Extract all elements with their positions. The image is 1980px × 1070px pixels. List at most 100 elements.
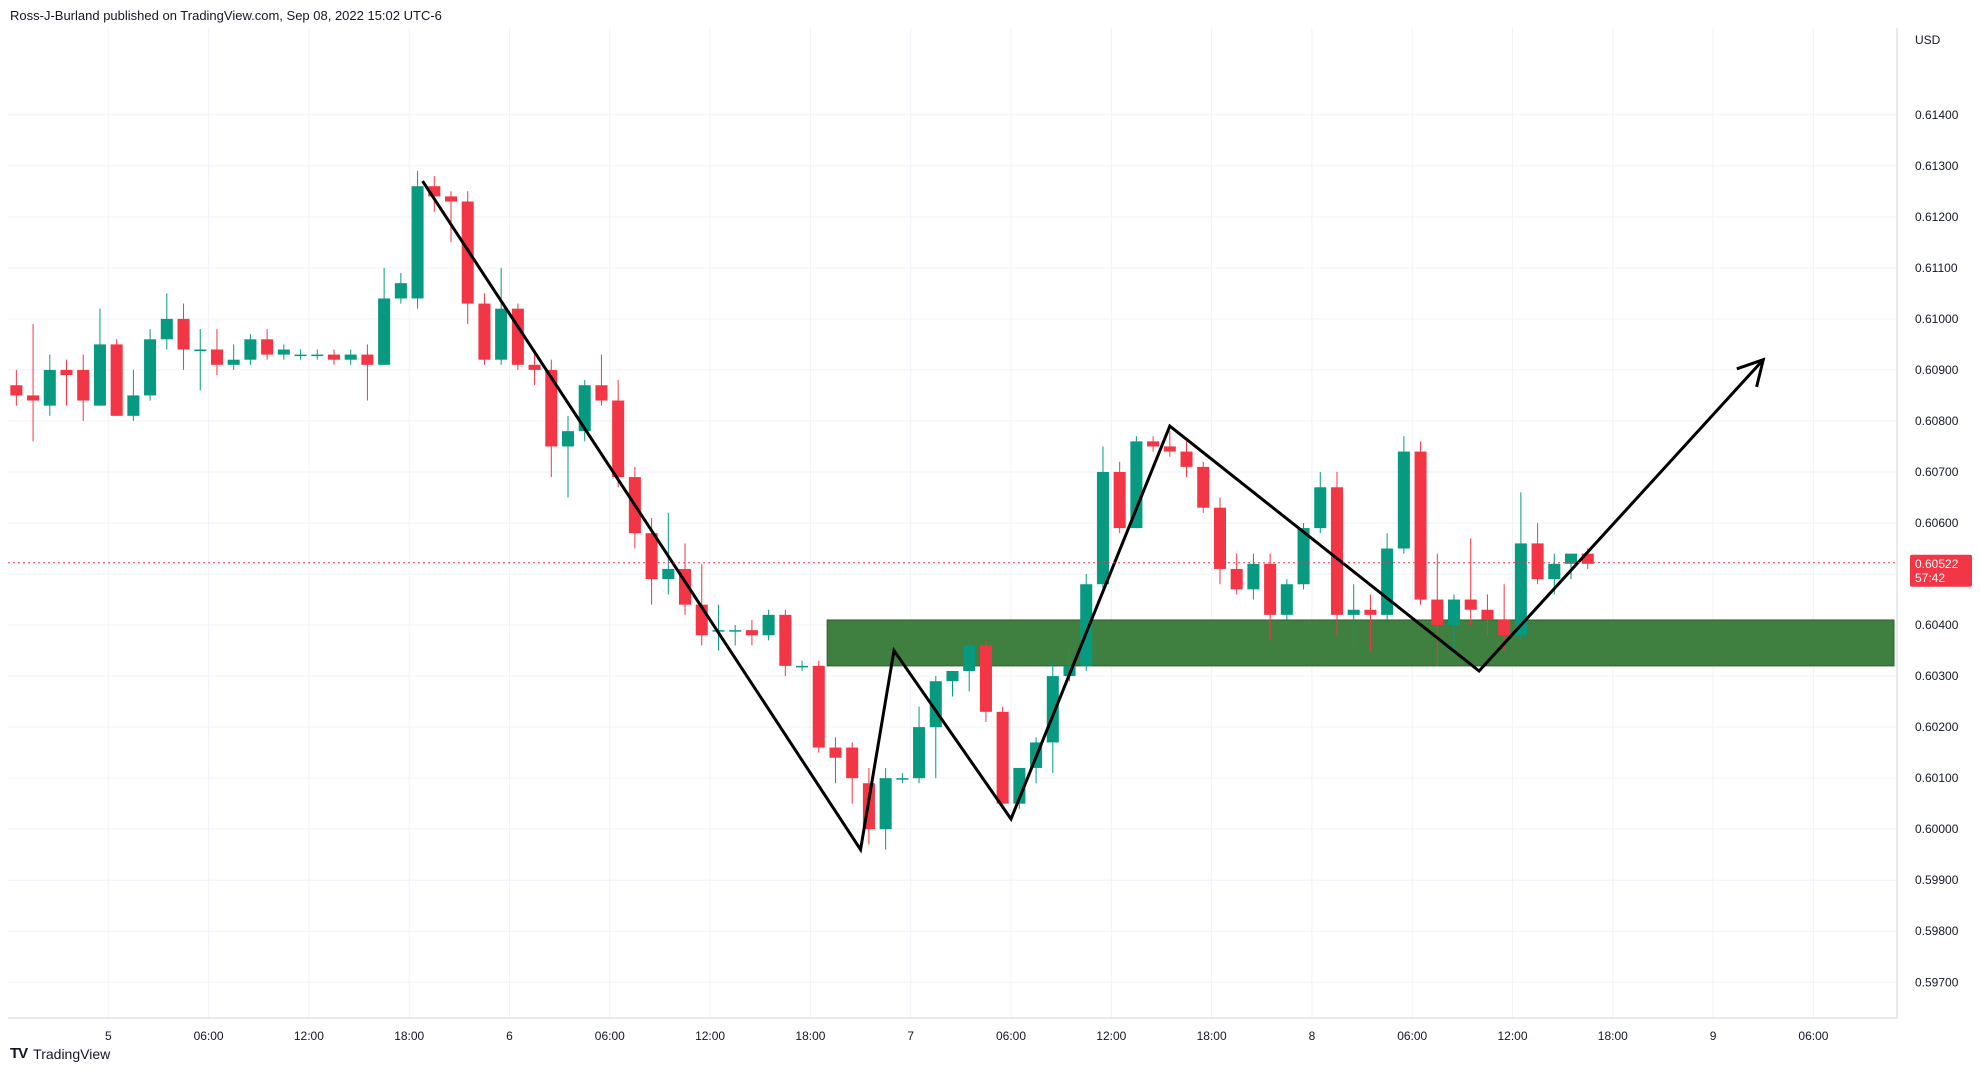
candle	[394, 272, 407, 304]
candle-body	[1096, 471, 1109, 585]
candle	[946, 670, 959, 697]
candle-body	[946, 670, 959, 682]
x-tick-label: 06:00	[1397, 1029, 1427, 1043]
support-zone-layer	[826, 619, 1895, 667]
candle-body	[1514, 543, 1527, 636]
candle	[1481, 594, 1494, 636]
tradingview-logo[interactable]: TV TradingView	[10, 1045, 110, 1062]
y-tick-label: 0.61200	[1915, 210, 1959, 224]
candle-body	[1247, 563, 1260, 590]
y-tick-label: 0.60000	[1915, 822, 1959, 836]
candle-body	[796, 665, 809, 668]
candle-body	[913, 727, 926, 779]
candle-body	[227, 359, 240, 365]
candle	[1180, 441, 1193, 478]
candle-body	[1565, 553, 1578, 564]
candle	[1197, 461, 1210, 513]
candle-body	[1414, 451, 1427, 600]
candle-body	[729, 630, 742, 632]
candle	[1264, 553, 1277, 641]
candle-body	[963, 645, 976, 671]
candle	[1163, 431, 1176, 457]
candle-body	[762, 614, 775, 636]
current-price-badge: 0.60522 57:42	[1910, 554, 1972, 587]
tradingview-logo-text: TradingView	[33, 1045, 111, 1062]
candle-body	[428, 186, 441, 197]
candle-body	[311, 354, 324, 357]
x-tick-label: 9	[1710, 1029, 1717, 1043]
candle	[144, 329, 157, 401]
candle-body	[745, 630, 758, 636]
x-tick-label: 06:00	[996, 1029, 1026, 1043]
candle-body	[879, 778, 892, 830]
candle-body	[1280, 584, 1293, 615]
candle	[1230, 553, 1243, 595]
candle-body	[1213, 507, 1226, 569]
arrow-head	[1736, 357, 1766, 388]
x-tick-label: 06:00	[595, 1029, 625, 1043]
candle	[762, 609, 775, 641]
candle	[110, 339, 123, 416]
candle-body	[829, 747, 842, 758]
candle-body	[1581, 553, 1594, 564]
candle	[528, 354, 541, 386]
y-tick-label: 0.61000	[1915, 312, 1959, 326]
candle	[378, 267, 391, 365]
candle	[1431, 553, 1444, 666]
candle	[1565, 553, 1578, 580]
candle	[1330, 471, 1344, 636]
candle-body	[93, 344, 106, 406]
candle	[127, 369, 140, 421]
candle	[311, 349, 324, 360]
candle-body	[294, 354, 307, 357]
candle-body	[545, 369, 558, 447]
time-axis[interactable]: 5 06:00 12:00 18:00 6 06:00 12:00 18:00 7 06:00 12…	[105, 1029, 1829, 1043]
candle	[896, 773, 909, 784]
candle	[294, 349, 307, 360]
candle	[177, 303, 190, 370]
candle	[1531, 523, 1544, 585]
candle	[43, 354, 56, 416]
y-tick-label: 0.59800	[1915, 924, 1959, 938]
candle	[1147, 436, 1160, 452]
candle	[261, 329, 274, 360]
candle	[1113, 461, 1126, 534]
candle	[160, 293, 173, 350]
candle-body	[1314, 487, 1327, 529]
candle	[812, 660, 825, 753]
candle	[93, 308, 106, 406]
candle	[879, 767, 892, 850]
candle-body	[394, 283, 407, 299]
candle-body	[1347, 609, 1360, 615]
pattern-zigzag-line	[421, 180, 1765, 854]
candle-body	[1080, 584, 1093, 666]
y-tick-label: 0.60100	[1915, 771, 1959, 785]
candle	[829, 737, 842, 784]
candle-body	[60, 369, 73, 376]
price-axis[interactable]: USD 0.61400 0.61300 0.61200 0.61100 0.61000 0…	[1915, 33, 1959, 989]
countdown-label: 57:42	[1915, 571, 1945, 585]
y-tick-label: 0.60600	[1915, 516, 1959, 530]
candle-body	[1330, 487, 1344, 615]
candle	[745, 619, 758, 646]
candle-body	[896, 778, 909, 780]
support-zone	[826, 619, 1895, 667]
candle-body	[210, 349, 223, 365]
y-tick-label: 0.60200	[1915, 720, 1959, 734]
pattern-drawing	[421, 180, 1766, 854]
candle-body	[244, 339, 257, 360]
candle-body	[662, 568, 675, 580]
candle-body	[1147, 441, 1160, 447]
candle	[1314, 471, 1327, 534]
candle-body	[1447, 599, 1461, 626]
currency-label: USD	[1915, 33, 1941, 47]
candle-body	[1381, 548, 1394, 615]
candle-body	[1230, 568, 1243, 590]
candle	[411, 170, 424, 309]
candle-body	[444, 196, 458, 202]
candle-body	[1431, 599, 1444, 626]
candle-body	[846, 747, 859, 779]
current-price-label: 0.60522	[1915, 557, 1959, 571]
candle-body	[77, 369, 90, 401]
